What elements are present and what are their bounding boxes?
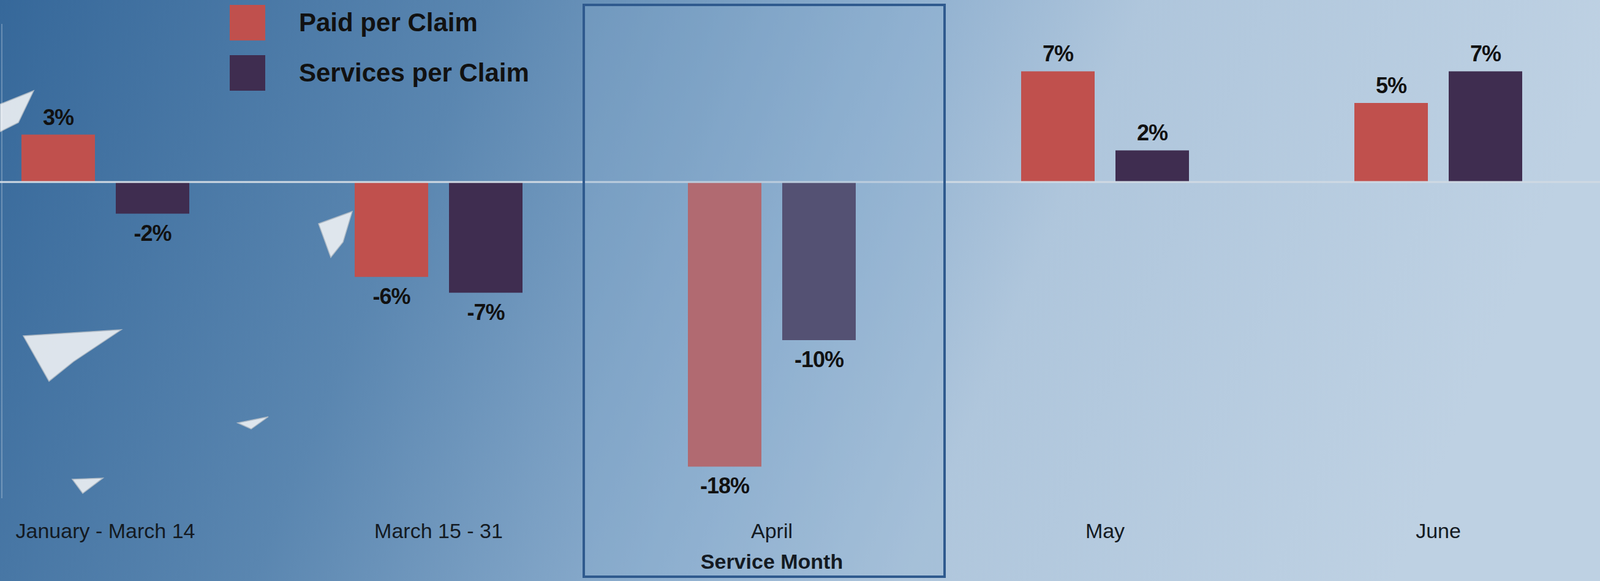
bar xyxy=(354,181,429,277)
data-label: -7% xyxy=(466,299,505,325)
x-axis-label: Service Month xyxy=(700,549,843,573)
category-label: May xyxy=(1085,518,1125,543)
bar xyxy=(1021,71,1095,182)
data-label: 7% xyxy=(1042,41,1074,67)
data-label: -18% xyxy=(700,472,750,499)
legend-swatch xyxy=(229,55,266,91)
bar xyxy=(115,181,190,214)
paper-plane xyxy=(237,416,269,429)
legend-label: Paid per Claim xyxy=(298,7,478,37)
category-label: April xyxy=(750,518,793,543)
paper-plane xyxy=(0,90,34,132)
category-label: March 15 - 31 xyxy=(374,518,503,543)
data-label: -2% xyxy=(133,220,172,246)
highlight-box xyxy=(583,4,945,577)
data-label: 2% xyxy=(1136,120,1169,146)
paper-plane xyxy=(23,329,122,382)
legend-label: Services per Claim xyxy=(298,58,530,87)
chart-svg: 3% -6% -18% 7% 5% -2% -7% -10% 2% 7% January - Mar… xyxy=(0,0,1600,581)
paper-plane xyxy=(72,477,103,494)
y-axis-line xyxy=(1,23,3,499)
chart-root: 3% -6% -18% 7% 5% -2% -7% -10% 2% 7% January - Mar… xyxy=(0,0,1600,581)
category-label: June xyxy=(1415,518,1461,543)
legend-swatch xyxy=(229,4,266,41)
paper-plane xyxy=(318,211,353,258)
bar xyxy=(1354,102,1428,182)
background xyxy=(0,0,1600,581)
data-label: -10% xyxy=(794,346,845,372)
bar xyxy=(1115,150,1189,182)
data-label: 5% xyxy=(1375,72,1408,99)
bar xyxy=(21,134,95,182)
category-label: January - March 14 xyxy=(15,518,196,543)
data-label: 3% xyxy=(42,104,75,130)
data-label: -6% xyxy=(372,283,411,309)
data-label: 7% xyxy=(1470,41,1502,67)
bar xyxy=(1448,71,1523,182)
bar xyxy=(449,181,523,293)
